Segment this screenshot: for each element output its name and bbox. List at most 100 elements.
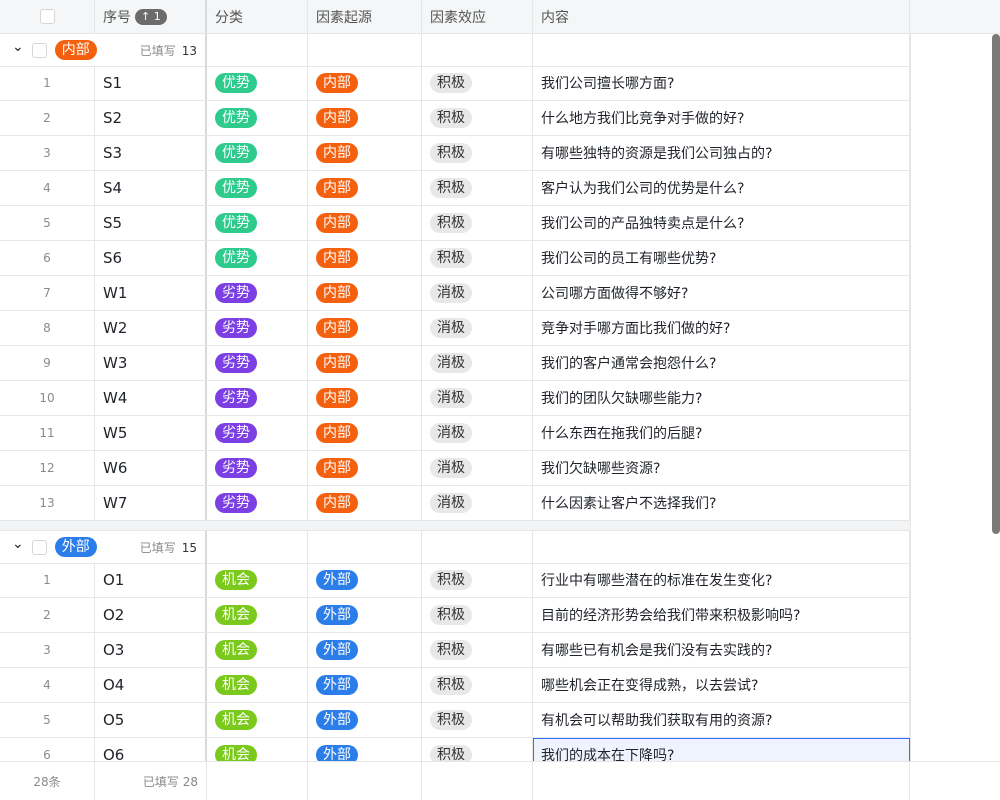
origin-cell[interactable]: 内部 (308, 346, 422, 380)
origin-cell[interactable]: 外部 (308, 633, 422, 667)
seq-cell[interactable]: S3 (95, 136, 207, 170)
category-cell[interactable]: 劣势 (207, 381, 308, 415)
origin-cell[interactable]: 外部 (308, 563, 422, 597)
category-cell[interactable]: 劣势 (207, 416, 308, 450)
category-cell[interactable]: 优势 (207, 241, 308, 275)
category-cell[interactable]: 机会 (207, 598, 308, 632)
effect-cell[interactable]: 消极 (422, 486, 533, 520)
table-row[interactable]: 3 S3 优势 内部 积极 有哪些独特的资源是我们公司独占的? (0, 136, 910, 171)
origin-cell[interactable]: 外部 (308, 738, 422, 772)
origin-cell[interactable]: 内部 (308, 206, 422, 240)
column-header-effect[interactable]: 因素效应 (422, 0, 533, 33)
effect-cell[interactable]: 积极 (422, 703, 533, 737)
table-row[interactable]: 12 W6 劣势 内部 消极 我们欠缺哪些资源? (0, 451, 910, 486)
origin-cell[interactable]: 内部 (308, 486, 422, 520)
vertical-scrollbar[interactable] (992, 34, 1000, 534)
origin-cell[interactable]: 内部 (308, 451, 422, 485)
effect-cell[interactable]: 消极 (422, 416, 533, 450)
table-row[interactable]: 10 W4 劣势 内部 消极 我们的团队欠缺哪些能力? (0, 381, 910, 416)
effect-cell[interactable]: 积极 (422, 668, 533, 702)
seq-cell[interactable]: W5 (95, 416, 207, 450)
effect-cell[interactable]: 消极 (422, 451, 533, 485)
group-checkbox[interactable] (31, 539, 47, 555)
column-header-category[interactable]: 分类 (207, 0, 308, 33)
table-row[interactable]: 11 W5 劣势 内部 消极 什么东西在拖我们的后腿? (0, 416, 910, 451)
table-row[interactable]: 3 O3 机会 外部 积极 有哪些已有机会是我们没有去实践的? (0, 633, 910, 668)
effect-cell[interactable]: 积极 (422, 136, 533, 170)
effect-cell[interactable]: 消极 (422, 346, 533, 380)
effect-cell[interactable]: 积极 (422, 171, 533, 205)
content-cell[interactable]: 什么地方我们比竞争对手做的好? (533, 101, 910, 135)
column-header-content[interactable]: 内容 (533, 0, 910, 33)
seq-cell[interactable]: O6 (95, 738, 207, 772)
content-cell[interactable]: 我们的客户通常会抱怨什么? (533, 346, 910, 380)
content-cell[interactable]: 我们公司擅长哪方面? (533, 66, 910, 100)
category-cell[interactable]: 优势 (207, 206, 308, 240)
category-cell[interactable]: 优势 (207, 171, 308, 205)
sort-badge[interactable]: ↑ 1 (135, 8, 167, 25)
content-cell[interactable]: 客户认为我们公司的优势是什么? (533, 171, 910, 205)
seq-cell[interactable]: W3 (95, 346, 207, 380)
group-checkbox[interactable] (31, 42, 47, 58)
category-cell[interactable]: 劣势 (207, 276, 308, 310)
category-cell[interactable]: 机会 (207, 668, 308, 702)
column-header-seq[interactable]: 序号 ↑ 1 (95, 0, 207, 33)
category-cell[interactable]: 机会 (207, 703, 308, 737)
category-cell[interactable]: 机会 (207, 738, 308, 772)
effect-cell[interactable]: 积极 (422, 598, 533, 632)
table-row[interactable]: 9 W3 劣势 内部 消极 我们的客户通常会抱怨什么? (0, 346, 910, 381)
origin-cell[interactable]: 外部 (308, 598, 422, 632)
origin-cell[interactable]: 内部 (308, 66, 422, 100)
column-header-origin[interactable]: 因素起源 (308, 0, 422, 33)
content-cell[interactable]: 我们公司的员工有哪些优势? (533, 241, 910, 275)
seq-cell[interactable]: S5 (95, 206, 207, 240)
seq-cell[interactable]: W1 (95, 276, 207, 310)
table-row[interactable]: 6 S6 优势 内部 积极 我们公司的员工有哪些优势? (0, 241, 910, 276)
origin-cell[interactable]: 内部 (308, 276, 422, 310)
seq-cell[interactable]: S6 (95, 241, 207, 275)
effect-cell[interactable]: 积极 (422, 738, 533, 772)
content-cell[interactable]: 哪些机会正在变得成熟，以去尝试? (533, 668, 910, 702)
category-cell[interactable]: 机会 (207, 563, 308, 597)
seq-cell[interactable]: O3 (95, 633, 207, 667)
content-cell[interactable]: 我们的团队欠缺哪些能力? (533, 381, 910, 415)
origin-cell[interactable]: 内部 (308, 171, 422, 205)
content-cell[interactable]: 目前的经济形势会给我们带来积极影响吗? (533, 598, 910, 632)
select-all-checkbox[interactable] (39, 9, 55, 24)
seq-cell[interactable]: W4 (95, 381, 207, 415)
content-cell[interactable]: 有机会可以帮助我们获取有用的资源? (533, 703, 910, 737)
table-row[interactable]: 7 W1 劣势 内部 消极 公司哪方面做得不够好? (0, 276, 910, 311)
origin-cell[interactable]: 内部 (308, 381, 422, 415)
seq-cell[interactable]: O5 (95, 703, 207, 737)
seq-cell[interactable]: O1 (95, 563, 207, 597)
chevron-down-icon[interactable]: ⌄ (12, 39, 24, 55)
origin-cell[interactable]: 内部 (308, 101, 422, 135)
content-cell[interactable]: 什么因素让客户不选择我们? (533, 486, 910, 520)
table-row[interactable]: 13 W7 劣势 内部 消极 什么因素让客户不选择我们? (0, 486, 910, 521)
effect-cell[interactable]: 积极 (422, 206, 533, 240)
category-cell[interactable]: 劣势 (207, 346, 308, 380)
content-cell[interactable]: 我们欠缺哪些资源? (533, 451, 910, 485)
table-row[interactable]: 1 O1 机会 外部 积极 行业中有哪些潜在的标准在发生变化? (0, 563, 910, 598)
origin-cell[interactable]: 内部 (308, 241, 422, 275)
category-cell[interactable]: 劣势 (207, 451, 308, 485)
chevron-down-icon[interactable]: ⌄ (12, 536, 24, 552)
content-cell[interactable]: 行业中有哪些潜在的标准在发生变化? (533, 563, 910, 597)
origin-cell[interactable]: 外部 (308, 703, 422, 737)
content-cell[interactable]: 我们公司的产品独特卖点是什么? (533, 206, 910, 240)
content-cell[interactable]: 有哪些独特的资源是我们公司独占的? (533, 136, 910, 170)
effect-cell[interactable]: 消极 (422, 276, 533, 310)
origin-cell[interactable]: 内部 (308, 311, 422, 345)
seq-cell[interactable]: S1 (95, 66, 207, 100)
content-cell[interactable]: 有哪些已有机会是我们没有去实践的? (533, 633, 910, 667)
origin-cell[interactable]: 内部 (308, 136, 422, 170)
table-row[interactable]: 8 W2 劣势 内部 消极 竞争对手哪方面比我们做的好? (0, 311, 910, 346)
effect-cell[interactable]: 积极 (422, 241, 533, 275)
effect-cell[interactable]: 积极 (422, 633, 533, 667)
effect-cell[interactable]: 积极 (422, 101, 533, 135)
seq-cell[interactable]: O4 (95, 668, 207, 702)
category-cell[interactable]: 机会 (207, 633, 308, 667)
effect-cell[interactable]: 积极 (422, 66, 533, 100)
seq-cell[interactable]: W7 (95, 486, 207, 520)
table-row[interactable]: 4 S4 优势 内部 积极 客户认为我们公司的优势是什么? (0, 171, 910, 206)
